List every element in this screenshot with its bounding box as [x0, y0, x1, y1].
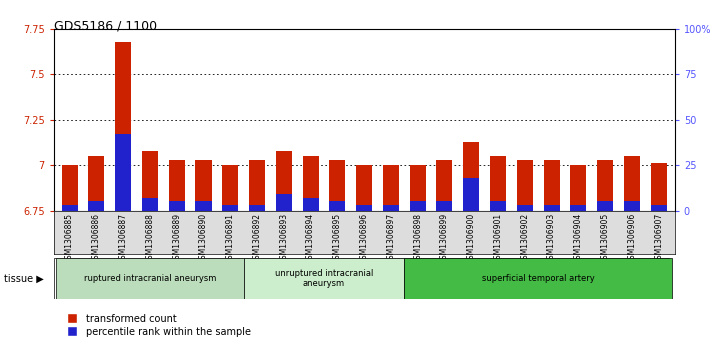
Legend: transformed count, percentile rank within the sample: transformed count, percentile rank withi…: [59, 310, 254, 340]
Bar: [570, 205, 586, 211]
Bar: [196, 201, 211, 211]
Bar: [115, 134, 131, 211]
Text: GSM1306897: GSM1306897: [386, 213, 396, 264]
Bar: [543, 205, 560, 211]
Text: GSM1306901: GSM1306901: [493, 213, 503, 264]
Bar: [356, 205, 372, 211]
Text: GSM1306906: GSM1306906: [628, 213, 636, 264]
Text: GSM1306890: GSM1306890: [199, 213, 208, 264]
Text: GSM1306885: GSM1306885: [65, 213, 74, 264]
Text: GSM1306886: GSM1306886: [92, 213, 101, 264]
Text: GDS5186 / 1100: GDS5186 / 1100: [54, 20, 156, 33]
Text: GSM1306907: GSM1306907: [654, 213, 663, 264]
Text: GSM1306899: GSM1306899: [440, 213, 449, 264]
Text: GSM1306904: GSM1306904: [574, 213, 583, 264]
Bar: [142, 151, 158, 211]
Bar: [597, 201, 613, 211]
Bar: [222, 205, 238, 211]
Text: GSM1306898: GSM1306898: [413, 213, 422, 264]
Text: GSM1306905: GSM1306905: [600, 213, 610, 264]
Text: GSM1306903: GSM1306903: [547, 213, 556, 264]
Text: GSM1306896: GSM1306896: [360, 213, 368, 264]
Bar: [249, 160, 265, 211]
Text: unruptured intracranial
aneurysm: unruptured intracranial aneurysm: [275, 269, 373, 288]
Bar: [142, 198, 158, 211]
Bar: [356, 165, 372, 211]
Bar: [490, 156, 506, 211]
Text: GSM1306891: GSM1306891: [226, 213, 235, 264]
Bar: [383, 165, 399, 211]
Text: superficial temporal artery: superficial temporal artery: [482, 274, 595, 283]
Text: GSM1306888: GSM1306888: [146, 213, 154, 264]
FancyBboxPatch shape: [404, 258, 672, 299]
Bar: [303, 156, 318, 211]
FancyBboxPatch shape: [243, 258, 404, 299]
Bar: [61, 165, 78, 211]
Bar: [597, 160, 613, 211]
Bar: [276, 194, 292, 211]
Bar: [570, 165, 586, 211]
Bar: [463, 142, 479, 211]
Bar: [89, 201, 104, 211]
Text: GSM1306902: GSM1306902: [521, 213, 529, 264]
Bar: [249, 205, 265, 211]
Text: GSM1306892: GSM1306892: [253, 213, 261, 264]
Bar: [436, 160, 453, 211]
Bar: [329, 160, 346, 211]
Bar: [650, 163, 667, 211]
Bar: [624, 201, 640, 211]
Bar: [89, 156, 104, 211]
Bar: [169, 160, 185, 211]
Bar: [517, 205, 533, 211]
Bar: [61, 205, 78, 211]
Bar: [463, 178, 479, 211]
Bar: [329, 201, 346, 211]
Bar: [517, 160, 533, 211]
Bar: [303, 198, 318, 211]
Bar: [169, 201, 185, 211]
Bar: [624, 156, 640, 211]
Bar: [436, 201, 453, 211]
Bar: [490, 201, 506, 211]
Text: GSM1306893: GSM1306893: [279, 213, 288, 264]
Bar: [196, 160, 211, 211]
Text: GSM1306900: GSM1306900: [467, 213, 476, 264]
Bar: [410, 165, 426, 211]
Bar: [543, 160, 560, 211]
Bar: [410, 201, 426, 211]
Text: GSM1306889: GSM1306889: [172, 213, 181, 264]
Text: tissue ▶: tissue ▶: [4, 274, 44, 284]
Bar: [222, 165, 238, 211]
Bar: [276, 151, 292, 211]
Bar: [650, 205, 667, 211]
Bar: [383, 205, 399, 211]
Text: ruptured intracranial aneurysm: ruptured intracranial aneurysm: [84, 274, 216, 283]
Text: GSM1306894: GSM1306894: [306, 213, 315, 264]
Bar: [115, 42, 131, 211]
Text: GSM1306887: GSM1306887: [119, 213, 128, 264]
FancyBboxPatch shape: [56, 258, 243, 299]
Text: GSM1306895: GSM1306895: [333, 213, 342, 264]
